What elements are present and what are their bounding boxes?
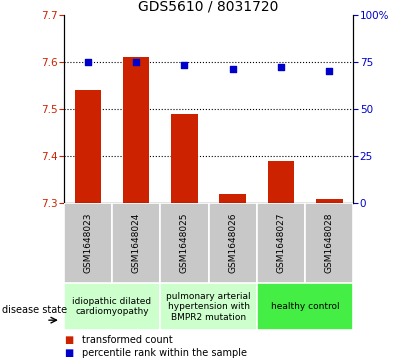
Text: GSM1648025: GSM1648025 — [180, 213, 189, 273]
Bar — [64, 203, 112, 283]
Bar — [209, 203, 257, 283]
Bar — [64, 283, 160, 330]
Bar — [160, 203, 209, 283]
Text: idiopathic dilated
cardiomyopathy: idiopathic dilated cardiomyopathy — [72, 297, 152, 317]
Bar — [316, 199, 343, 203]
Bar — [74, 90, 101, 203]
Text: healthy control: healthy control — [271, 302, 339, 311]
Text: ■: ■ — [64, 335, 73, 345]
Text: GSM1648023: GSM1648023 — [83, 213, 92, 273]
Text: GSM1648024: GSM1648024 — [132, 213, 141, 273]
Text: GSM1648026: GSM1648026 — [228, 213, 237, 273]
Text: GSM1648028: GSM1648028 — [325, 213, 334, 273]
Text: disease state: disease state — [2, 305, 67, 315]
Point — [85, 59, 91, 65]
Title: GDS5610 / 8031720: GDS5610 / 8031720 — [139, 0, 279, 13]
Bar — [112, 203, 160, 283]
Point — [278, 65, 284, 70]
Text: pulmonary arterial
hypertension with
BMPR2 mutation: pulmonary arterial hypertension with BMP… — [166, 292, 251, 322]
Bar — [305, 203, 353, 283]
Bar — [268, 161, 294, 203]
Bar — [257, 203, 305, 283]
Text: transformed count: transformed count — [82, 335, 173, 345]
Text: ■: ■ — [64, 348, 73, 358]
Bar — [171, 114, 198, 203]
Bar — [123, 57, 150, 203]
Point — [326, 68, 332, 74]
Point — [133, 59, 139, 65]
Bar — [219, 194, 246, 203]
Point — [229, 66, 236, 72]
Text: GSM1648027: GSM1648027 — [277, 213, 286, 273]
Bar — [257, 283, 353, 330]
Text: percentile rank within the sample: percentile rank within the sample — [82, 348, 247, 358]
Point — [181, 62, 188, 68]
Bar — [160, 283, 257, 330]
